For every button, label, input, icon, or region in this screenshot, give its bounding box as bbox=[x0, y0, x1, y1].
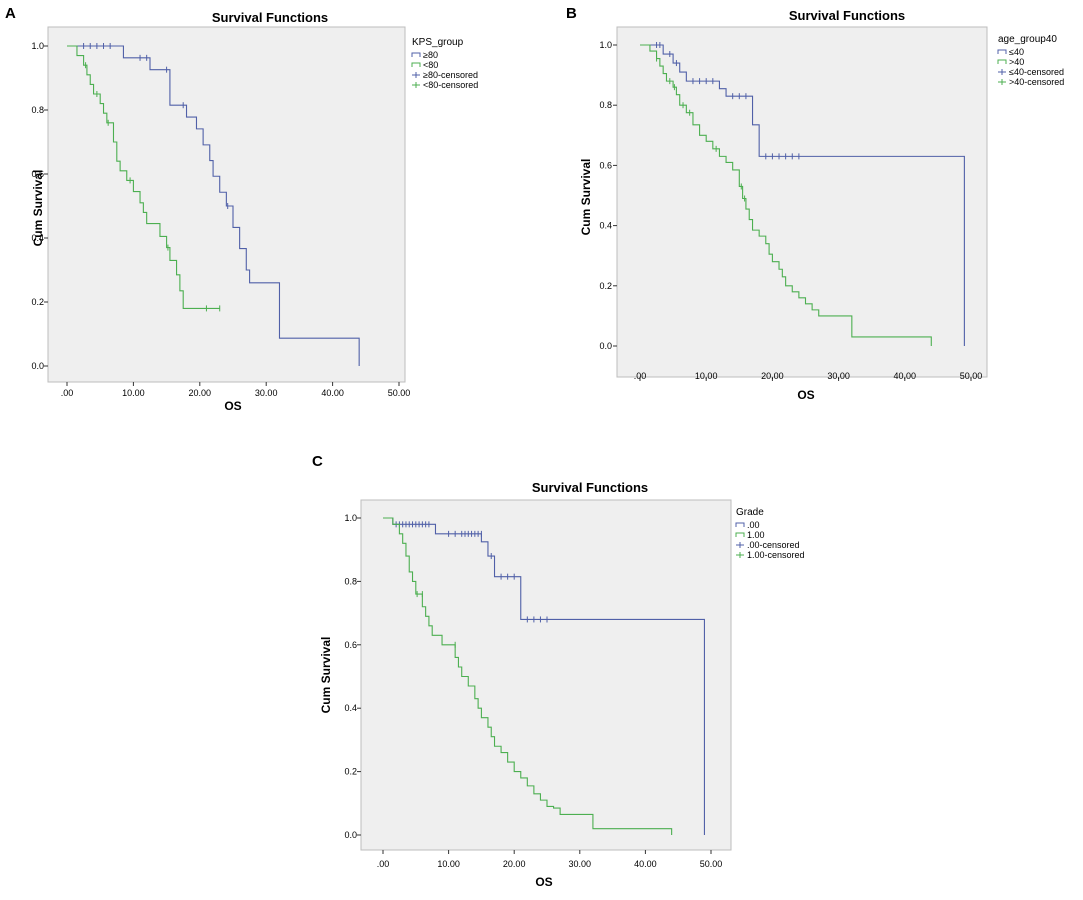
legend-entry: 1.00 bbox=[747, 530, 765, 540]
legend-title: Grade bbox=[736, 507, 764, 518]
y-tick-label: 0.4 bbox=[31, 233, 44, 243]
panel-letter: A bbox=[5, 5, 16, 22]
series-line-b bbox=[67, 45, 220, 309]
series-line-a bbox=[67, 45, 360, 366]
x-tick-label: 40.00 bbox=[634, 859, 657, 869]
panel-a: A Survival Functions 0.0 0.2 0.4 0.6 0.8 1.0 .00… bbox=[5, 5, 478, 413]
chart-title: Survival Functions bbox=[212, 10, 328, 25]
y-tick-label: 0.4 bbox=[599, 221, 612, 231]
y-tick-label: 0.4 bbox=[344, 703, 357, 713]
x-tick-label: .00 bbox=[61, 388, 74, 398]
y-tick-label: 0.6 bbox=[599, 160, 612, 170]
legend-entry: <80-censored bbox=[423, 80, 478, 90]
x-tick-label: 10.00 bbox=[122, 388, 145, 398]
series-line-b bbox=[383, 517, 673, 835]
y-tick-label: 0.6 bbox=[344, 640, 357, 650]
x-tick-label: 20.00 bbox=[189, 388, 212, 398]
y-tick-label: 0.0 bbox=[599, 341, 612, 351]
legend-symbol-line bbox=[997, 59, 1007, 64]
x-tick-label: .00 bbox=[377, 859, 390, 869]
legend-entry: >40-censored bbox=[1009, 77, 1064, 87]
legend-entry: ≤40 bbox=[1009, 47, 1024, 57]
y-tick-label: 0.0 bbox=[31, 361, 44, 371]
x-tick-label: 50.00 bbox=[960, 371, 983, 381]
x-tick-label: 20.00 bbox=[761, 371, 784, 381]
x-tick-label: 30.00 bbox=[255, 388, 278, 398]
legend-entry: ≤40-censored bbox=[1009, 67, 1064, 77]
legend-symbol-line bbox=[411, 52, 421, 57]
y-axis-label: Cum Survival bbox=[319, 637, 333, 714]
legend-entry: .00-censored bbox=[747, 540, 800, 550]
series-line-b bbox=[640, 44, 932, 346]
panel-letter: B bbox=[566, 5, 577, 22]
x-tick-label: 10.00 bbox=[695, 371, 718, 381]
y-tick-label: 0.6 bbox=[31, 169, 44, 179]
x-tick-label: 30.00 bbox=[827, 371, 850, 381]
series-line-a bbox=[383, 517, 705, 835]
legend-symbol-line bbox=[735, 532, 745, 537]
panel-letter: C bbox=[312, 453, 323, 470]
legend-entry: ≥80 bbox=[423, 50, 438, 60]
legend-entry: 1.00-censored bbox=[747, 550, 805, 560]
y-tick-label: 0.2 bbox=[599, 281, 612, 291]
x-tick-label: 50.00 bbox=[700, 859, 723, 869]
panel-c: C Survival Functions 0.0 0.2 0.4 0.6 0.8 1.0 .00… bbox=[312, 453, 805, 889]
y-tick-label: 1.0 bbox=[599, 40, 612, 50]
legend-symbol-line bbox=[735, 522, 745, 527]
chart-title: Survival Functions bbox=[532, 480, 648, 495]
y-tick-label: 1.0 bbox=[344, 513, 357, 523]
x-axis-label: OS bbox=[535, 875, 552, 889]
legend-entry: .00 bbox=[747, 520, 760, 530]
y-tick-label: 0.8 bbox=[31, 105, 44, 115]
series-line-a bbox=[640, 44, 965, 346]
y-tick-label: 1.0 bbox=[31, 41, 44, 51]
y-tick-label: 0.8 bbox=[599, 100, 612, 110]
y-tick-label: 0.0 bbox=[344, 830, 357, 840]
y-tick-label: 0.8 bbox=[344, 576, 357, 586]
y-tick-label: 0.2 bbox=[344, 767, 357, 777]
plot-area bbox=[360, 499, 732, 851]
legend-symbol-line bbox=[411, 62, 421, 67]
y-tick-label: 0.2 bbox=[31, 297, 44, 307]
legend-entry: <80 bbox=[423, 60, 438, 70]
x-tick-label: 40.00 bbox=[321, 388, 344, 398]
legend-title: age_group40 bbox=[998, 34, 1057, 45]
x-tick-label: 20.00 bbox=[503, 859, 526, 869]
legend-symbol-line bbox=[997, 49, 1007, 54]
x-tick-label: 30.00 bbox=[569, 859, 592, 869]
plot-area bbox=[616, 26, 988, 378]
x-tick-label: 40.00 bbox=[894, 371, 917, 381]
x-tick-label: .00 bbox=[634, 371, 647, 381]
y-axis-label: Cum Survival bbox=[31, 170, 45, 247]
legend-entry: ≥80-censored bbox=[423, 70, 478, 80]
panel-b: B Survival Functions 0.0 0.2 0.4 0.6 0.8 1.0 .00… bbox=[566, 5, 1064, 402]
chart-title: Survival Functions bbox=[789, 8, 905, 23]
x-tick-label: 50.00 bbox=[388, 388, 411, 398]
x-axis-label: OS bbox=[797, 388, 814, 402]
x-axis-label: OS bbox=[224, 399, 241, 413]
y-axis-label: Cum Survival bbox=[579, 159, 593, 236]
x-tick-label: 10.00 bbox=[437, 859, 460, 869]
legend-title: KPS_group bbox=[412, 37, 464, 48]
legend-entry: >40 bbox=[1009, 57, 1024, 67]
